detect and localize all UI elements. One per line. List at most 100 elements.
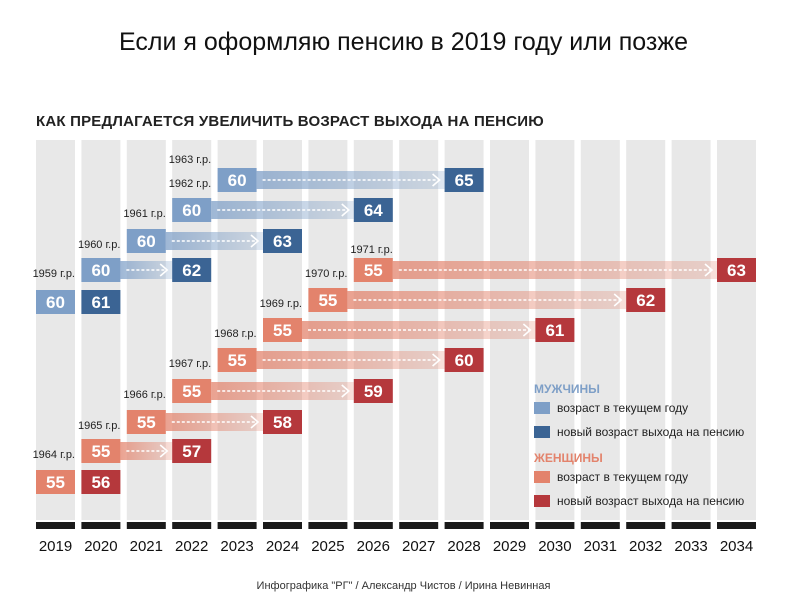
men-row-arrow-head: [159, 263, 169, 277]
year-tick-label: 2023: [220, 538, 253, 555]
axis-segment-2027: [399, 522, 439, 529]
women-row-current-box: [36, 470, 75, 494]
axis-segment-2023: [217, 522, 257, 529]
women-row-new-age: 61: [545, 321, 564, 340]
women-row-span-band: [120, 442, 173, 460]
legend-women-current-label: возраст в текущем году: [557, 470, 689, 484]
women-row-new-age: 56: [91, 473, 110, 492]
year-tick-label: 2033: [674, 538, 707, 555]
men-row-span-band: [120, 261, 173, 279]
women-row-new-box: [353, 379, 393, 403]
year-tick-label: 2030: [538, 538, 571, 555]
year-column-2033: [671, 140, 711, 520]
women-row-new-age: 62: [636, 291, 655, 310]
men-row-new-age: 65: [455, 171, 474, 190]
year-tick-label: 2028: [447, 538, 480, 555]
men-cohort-label: 1959 г.р.: [33, 268, 75, 280]
chart-subtitle: КАК ПРЕДЛАГАЕТСЯ УВЕЛИЧИТЬ ВОЗРАСТ ВЫХОД…: [36, 113, 544, 130]
women-row-new-age: 60: [455, 351, 474, 370]
axis-segment-2026: [353, 522, 393, 529]
year-tick-label: 2031: [584, 538, 617, 555]
axis-segment-2029: [490, 522, 529, 529]
men-row-current-age: 60: [46, 293, 65, 312]
legend-men-new-label: новый возраст выхода на пенсию: [557, 425, 745, 439]
women-row-current-age: 55: [182, 382, 201, 401]
women-row-arrow-head: [159, 444, 169, 458]
women-cohort-label: 1964 г.р.: [33, 449, 75, 461]
men-row-new-box: [444, 168, 484, 192]
men-row-current-box: [36, 290, 75, 314]
women-cohort-label: 1966 г.р.: [123, 389, 165, 401]
year-tick-label: 2020: [84, 538, 117, 555]
axis-segment-2024: [263, 522, 302, 529]
women-row-arrow-head: [432, 353, 441, 367]
year-column-2031: [580, 140, 620, 520]
legend-men-title: МУЖЧИНЫ: [534, 382, 600, 396]
men-row-current-age: 60: [228, 171, 247, 190]
legend-women-new-swatch: [534, 495, 550, 507]
women-row-new-age: 58: [273, 413, 292, 432]
men-row-current-box: [81, 258, 121, 282]
axis-segment-2025: [308, 522, 348, 529]
women-row-current-box: [263, 318, 302, 342]
women-row-arrow-head: [704, 263, 714, 277]
year-tick-label: 2029: [493, 538, 526, 555]
axis-segment-2019: [36, 522, 75, 529]
women-row-current-box: [353, 258, 393, 282]
men-row-new-box: [81, 290, 121, 314]
page-title: Если я оформляю пенсию в 2019 году или п…: [118, 28, 689, 56]
women-row-current-box: [172, 379, 212, 403]
year-tick-label: 2021: [130, 538, 163, 555]
women-row-new-age: 57: [182, 442, 201, 461]
men-row-current-age: 60: [182, 201, 201, 220]
legend-women-new-label: новый возраст выхода на пенсию: [557, 494, 745, 508]
men-row-current-age: 60: [91, 261, 110, 280]
women-row-new-box: [535, 318, 575, 342]
women-row-current-age: 55: [318, 291, 337, 310]
women-row-current-age: 55: [46, 473, 65, 492]
year-column-2021: [126, 140, 166, 520]
men-row-current-box: [172, 198, 212, 222]
axis-segment-2032: [626, 522, 666, 529]
year-tick-label: 2022: [175, 538, 208, 555]
women-row-new-box: [263, 410, 302, 434]
axis-segment-2021: [126, 522, 166, 529]
women-row-current-box: [308, 288, 348, 312]
year-tick-label: 2024: [266, 538, 299, 555]
year-tick-label: 2026: [357, 538, 390, 555]
men-row-new-age: 64: [364, 201, 383, 220]
women-row-arrow-head: [341, 384, 351, 398]
year-tick-label: 2019: [39, 538, 72, 555]
women-row-new-box: [444, 348, 484, 372]
axis-segment-2033: [671, 522, 711, 529]
women-cohort-label: 1968 г.р.: [214, 328, 256, 340]
men-row-current-box: [126, 229, 166, 253]
women-row-current-age: 55: [364, 261, 383, 280]
women-row-new-box: [626, 288, 666, 312]
men-row-arrow-head: [432, 173, 441, 187]
men-row-new-age: 63: [273, 232, 292, 251]
women-row-span-band: [347, 291, 627, 309]
legend-men-current-swatch: [534, 402, 550, 414]
legend-men-new-swatch: [534, 426, 550, 438]
men-row-new-box: [172, 258, 212, 282]
axis-segment-2020: [81, 522, 121, 529]
women-row-new-age: 63: [727, 261, 746, 280]
men-cohort-label: 1963 г.р.: [169, 154, 211, 166]
men-row-arrow-head: [250, 234, 260, 248]
year-tick-label: 2027: [402, 538, 435, 555]
women-cohort-label: 1970 г.р.: [305, 268, 347, 280]
men-cohort-label: 1960 г.р.: [78, 239, 120, 251]
women-row-current-box: [81, 439, 121, 463]
year-column-2032: [626, 140, 666, 520]
axis-segment-2030: [535, 522, 575, 529]
women-row-arrow-head: [613, 293, 623, 307]
axis-segment-2028: [444, 522, 484, 529]
women-cohort-label: 1967 г.р.: [169, 358, 211, 370]
year-tick-label: 2025: [311, 538, 344, 555]
women-row-new-age: 59: [364, 382, 383, 401]
credit-line: Инфографика "РГ" / Александр Чистов / Ир…: [256, 580, 551, 592]
axis-segment-2034: [717, 522, 756, 529]
year-column-2034: [717, 140, 756, 520]
